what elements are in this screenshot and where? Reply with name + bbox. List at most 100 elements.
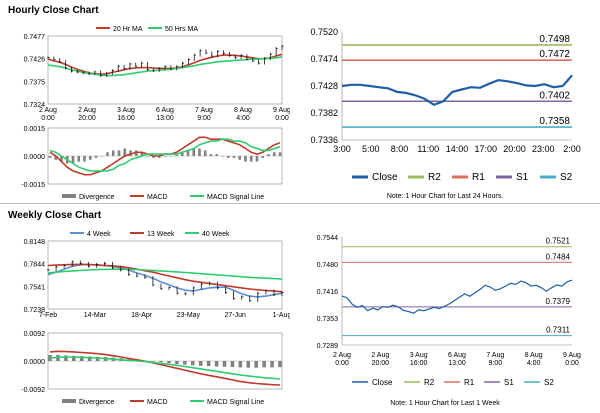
divergence-bar xyxy=(183,361,187,365)
y-tick-label: -0.0015 xyxy=(21,182,45,189)
legend-divergence-swatch xyxy=(62,194,76,198)
divergence-bar xyxy=(267,154,270,156)
divergence-bar xyxy=(175,361,179,365)
divergence-bar xyxy=(203,150,207,156)
weekly-note: Note: 1 Hour Chart for Last 1 Week xyxy=(390,400,500,407)
y-tick-label: 0.0092 xyxy=(24,331,46,338)
divergence-bar xyxy=(246,361,251,368)
x-tick-label: 2:00 xyxy=(563,144,581,154)
divergence-bar xyxy=(123,148,127,156)
divergence-bar xyxy=(167,361,171,364)
hourly-macd-chart: 0.0015 0.0000 -0.0015 Divergence MACD MACD Si… xyxy=(21,126,283,201)
y-tick-label: -0.0092 xyxy=(21,387,45,394)
x-tick-label: 2 Aug 0:00 xyxy=(333,352,351,367)
level-label-r2: 0.7521 xyxy=(546,237,571,246)
divergence-bar xyxy=(95,356,100,361)
y-tick-label: 0.7324 xyxy=(24,102,46,109)
y-tick-label: 0.7289 xyxy=(317,343,339,350)
divergence-bar xyxy=(169,156,173,157)
legend-wk13-label: 13 Week xyxy=(147,231,175,238)
x-tick-label: 8:00 xyxy=(391,144,409,154)
x-tick-label: 7 Aug 9:00 xyxy=(195,107,213,122)
legend-r2-label: R2 xyxy=(428,172,441,183)
x-tick-label: 5:00 xyxy=(362,144,380,154)
hourly-note: Note: 1 Hour Chart for Last 24 Hours. xyxy=(386,193,504,200)
x-tick-label: 8 Aug 4:00 xyxy=(234,107,252,122)
divergence-bar xyxy=(72,355,76,361)
divergence-bar xyxy=(64,355,68,361)
divergence-bar xyxy=(140,152,144,156)
x-tick-label: 7-Feb xyxy=(39,312,57,319)
divergence-bar xyxy=(152,156,155,158)
y-tick-label: 0.7480 xyxy=(317,262,339,269)
divergence-bar xyxy=(163,156,167,157)
divergence-bar xyxy=(261,156,265,158)
divergence-bar xyxy=(221,156,224,157)
divergence-bar xyxy=(249,156,253,162)
divergence-bar xyxy=(222,361,227,367)
divergence-bar xyxy=(238,361,243,368)
y-tick-label: 0.7426 xyxy=(24,57,46,64)
legend-divergence-swatch xyxy=(62,399,76,403)
x-tick-label: 8 Aug 4:00 xyxy=(525,352,543,367)
y-tick-label: 0.7428 xyxy=(310,81,338,91)
x-tick-label: 7 Aug 9:00 xyxy=(486,352,504,367)
legend-wk40-label: 40 Week xyxy=(202,231,230,238)
close-line xyxy=(341,74,573,107)
divergence-bar xyxy=(157,156,161,158)
x-tick-label: 23-May xyxy=(177,312,201,319)
divergence-bar xyxy=(88,156,92,160)
weekly-section-title: Weekly Close Chart xyxy=(8,210,102,221)
x-tick-label: 18-Apr xyxy=(131,312,153,319)
divergence-bar xyxy=(255,156,259,162)
divergence-bar xyxy=(206,361,211,367)
hourly-price-chart: 20 Hr MA 50 Hrs MA 0.7477 0.7426 0.7375 0.732… xyxy=(24,26,290,122)
divergence-bar xyxy=(215,154,219,156)
divergence-bar xyxy=(254,361,258,368)
divergence-bar xyxy=(146,156,150,157)
divergence-bar xyxy=(192,148,196,156)
legend-wk4-label: 4 Week xyxy=(87,231,111,238)
x-tick-label: 20:00 xyxy=(503,144,526,154)
y-tick-label: 0.7844 xyxy=(24,262,46,269)
x-tick-label: 6 Aug 13:00 xyxy=(448,352,466,367)
y-tick-label: 0.0015 xyxy=(24,126,46,133)
divergence-bar xyxy=(54,156,58,160)
divergence-bar xyxy=(191,361,195,366)
level-label-s1: 0.7379 xyxy=(546,297,571,306)
x-tick-label: 2 Aug 20:00 xyxy=(371,352,389,367)
level-label-s1: 0.7402 xyxy=(539,90,570,101)
y-tick-label: 0.7375 xyxy=(24,79,46,86)
series-line-wk13 xyxy=(47,263,283,293)
level-label-s2: 0.7311 xyxy=(546,326,570,335)
divergence-bar xyxy=(60,156,63,162)
divergence-bar xyxy=(270,361,274,368)
legend-divergence-label: Divergence xyxy=(79,399,115,406)
level-label-s2: 0.7358 xyxy=(539,116,570,127)
divergence-bar xyxy=(94,156,98,158)
divergence-bar xyxy=(214,361,219,367)
x-tick-label: 1-Aug xyxy=(273,312,290,319)
divergence-bar xyxy=(175,154,178,156)
x-tick-label: 9 Aug 0:00 xyxy=(563,352,581,367)
legend-close-label: Close xyxy=(372,378,393,387)
plot-frame xyxy=(47,35,283,105)
divergence-bar xyxy=(238,156,242,160)
divergence-bar xyxy=(48,156,52,158)
y-tick-label: 0.0000 xyxy=(24,359,46,366)
series-line-wk40 xyxy=(47,268,283,280)
x-tick-label: 9 Aug 0:00 xyxy=(273,107,290,122)
divergence-bar xyxy=(77,156,81,162)
legend-ma50-label: 50 Hrs MA xyxy=(165,26,198,33)
level-label-r1: 0.7484 xyxy=(546,252,571,261)
hourly-section-title: Hourly Close Chart xyxy=(8,5,99,16)
divergence-bar xyxy=(278,361,282,368)
legend-divergence-label: Divergence xyxy=(79,194,115,201)
y-tick-label: 0.7520 xyxy=(310,27,338,37)
level-label-r1: 0.7472 xyxy=(539,49,570,60)
divergence-bar xyxy=(198,148,201,156)
legend-macd-signal-label: MACD Signal Line xyxy=(207,399,264,406)
weekly-close-levels-chart: 0.7544 0.7480 0.7416 0.7353 0.7289 0.7521 0.74… xyxy=(317,235,581,387)
y-tick-label: 0.7353 xyxy=(317,316,339,323)
legend-macd-signal-label: MACD Signal Line xyxy=(207,194,264,201)
